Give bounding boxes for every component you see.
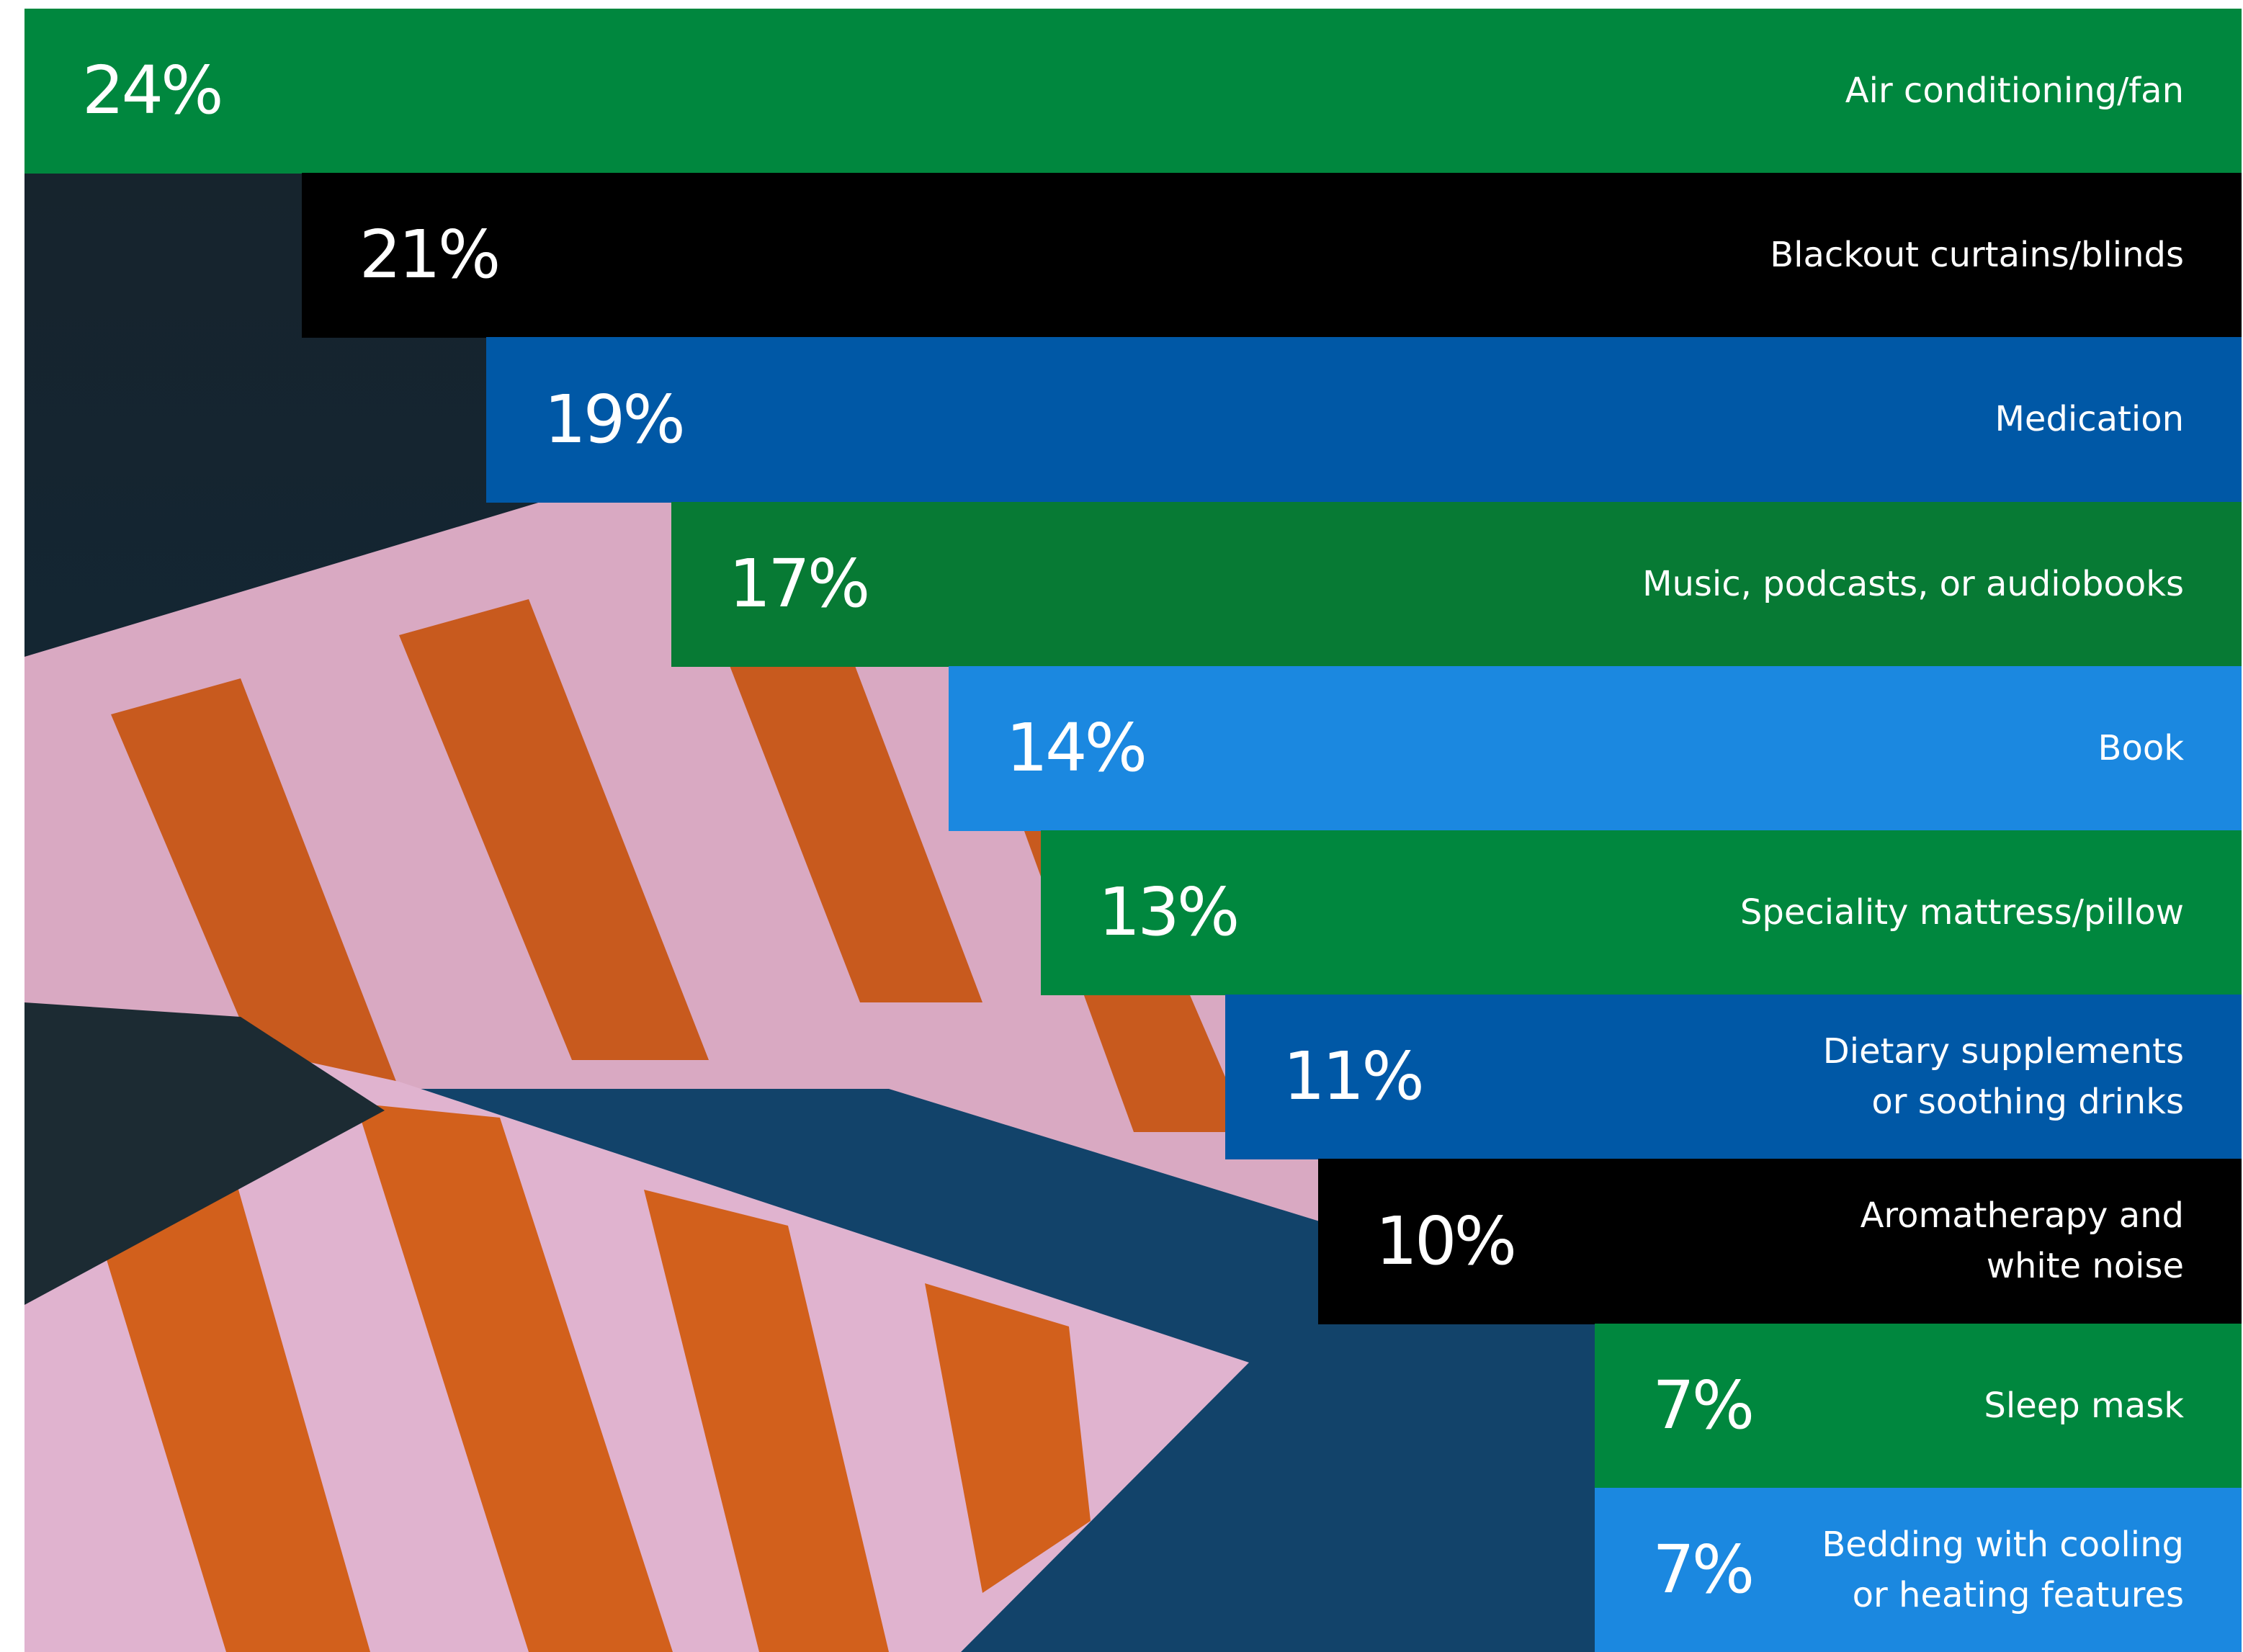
value-label: 10% <box>1376 1208 1514 1275</box>
category-label: Bedding with cooling or heating features <box>1822 1488 2184 1652</box>
category-label: Aromatherapy and white noise <box>1861 1159 2184 1323</box>
category-label: Blackout curtains/blinds <box>1770 173 2184 337</box>
value-label: 19% <box>544 387 682 453</box>
value-label: 13% <box>1098 879 1237 946</box>
bar <box>486 337 2242 502</box>
category-label: Speciality mattress/pillow <box>1740 830 2184 995</box>
infographic: 24% Air conditioning/fan 21% Blackout curta… <box>0 0 2243 1652</box>
value-label: 21% <box>359 222 498 288</box>
value-label: 7% <box>1652 1537 1752 1603</box>
category-label: Sleep mask <box>1984 1324 2184 1488</box>
category-label: Dietary supplements or soothing drinks <box>1823 995 2184 1159</box>
category-label: Air conditioning/fan <box>1845 9 2184 173</box>
value-label: 7% <box>1652 1373 1752 1439</box>
value-label: 11% <box>1283 1043 1421 1110</box>
category-label: Book <box>2098 666 2184 830</box>
value-label: 17% <box>729 551 867 617</box>
value-label: 24% <box>82 58 220 124</box>
value-label: 14% <box>1006 715 1145 781</box>
category-label: Music, podcasts, or audiobooks <box>1642 502 2184 666</box>
category-label: Medication <box>1995 337 2185 501</box>
